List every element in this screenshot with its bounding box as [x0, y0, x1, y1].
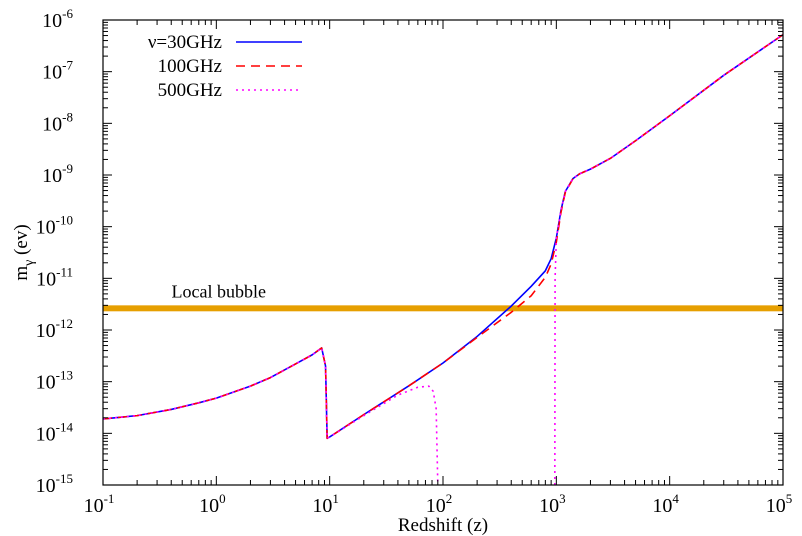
x-tick-label: 104 [652, 491, 679, 517]
series-line-2 [102, 347, 439, 486]
y-tick-label: 10-15 [36, 471, 73, 497]
y-tick-label: 10-13 [36, 368, 73, 394]
tick-layer [102, 19, 784, 486]
legend-label: ν=30GHz [148, 32, 222, 53]
y-tick-label: 10-11 [36, 264, 73, 290]
y-tick-label: 10-12 [36, 316, 73, 342]
legend: ν=30GHz 100GHz 500GHz [148, 32, 302, 101]
x-tick-label: 103 [539, 491, 566, 517]
y-tick-label: 10-7 [42, 58, 73, 84]
y-tick-label: 10-6 [42, 6, 73, 32]
y-tick-label: 10-10 [36, 213, 73, 239]
reference-band-layer [103, 305, 783, 312]
band-label: Local bubble [172, 281, 266, 301]
x-tick-label: 101 [312, 491, 339, 517]
y-axis-title: mγ (ev) [11, 224, 37, 280]
legend-label: 100GHz [158, 56, 222, 77]
x-axis-title: Redshift (z) [398, 515, 488, 536]
y-tick-label: 10-9 [42, 161, 73, 187]
series-line-1 [102, 34, 784, 440]
x-tick-label: 100 [199, 491, 226, 517]
series-line-3 [554, 34, 784, 486]
local-bubble-band [103, 305, 783, 312]
y-tick-label: 10-14 [36, 419, 74, 445]
y-tick-label: 10-8 [42, 109, 73, 135]
series-layer [102, 34, 784, 486]
x-tick-label: 105 [766, 491, 793, 517]
x-tick-label: 10-1 [84, 491, 115, 517]
x-tick-label: 102 [426, 491, 453, 517]
legend-label: 500GHz [158, 80, 222, 101]
label-layer: 10-1 100 101 102 103 104 105 10-15 10-14 10-13 10-… [36, 6, 793, 517]
